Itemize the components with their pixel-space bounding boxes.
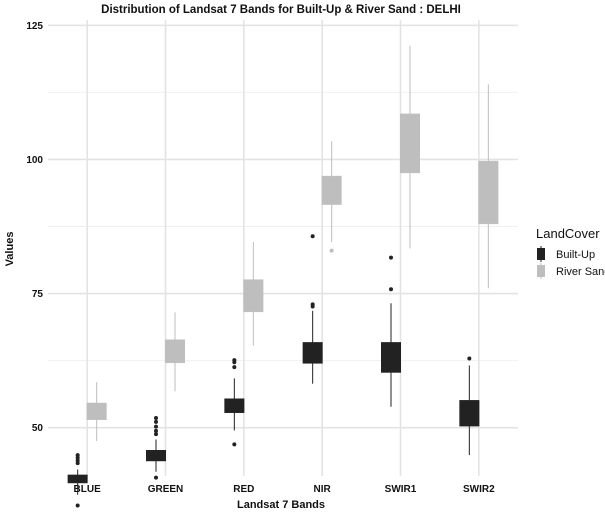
legend: LandCover Built-Up River Sand <box>536 226 605 279</box>
box <box>478 160 499 225</box>
box-built-up-red <box>224 358 245 447</box>
outlier-point <box>154 475 158 480</box>
legend-entry-river-sand: River Sand <box>537 263 605 279</box>
box <box>302 342 323 364</box>
outlier-point <box>75 453 80 458</box>
y-tick-label: 100 <box>26 155 43 166</box>
outlier-point <box>389 287 393 292</box>
box-built-up-blue <box>67 453 88 508</box>
x-axis-title: Landsat 7 Bands <box>237 499 325 511</box>
box-river-sand-nir <box>321 141 342 253</box>
x-axis-ticks: BLUE GREEN RED NIR SWIR1 SWIR2 <box>74 484 496 495</box>
outlier-point <box>389 255 393 260</box>
legend-label: Built-Up <box>556 249 595 261</box>
box <box>321 175 342 205</box>
outlier-point <box>232 365 237 370</box>
box-river-sand-swir2 <box>478 84 499 289</box>
legend-entry-built-up: Built-Up <box>537 246 595 262</box>
box-built-up-swir2 <box>459 356 480 456</box>
box-river-sand-green <box>165 312 185 392</box>
box-river-sand-swir1 <box>400 45 420 249</box>
outlier-point <box>154 419 158 424</box>
y-tick-label: 50 <box>32 423 44 434</box>
outlier-point <box>467 356 472 361</box>
box-built-up-swir1 <box>381 255 401 407</box>
legend-title: LandCover <box>536 226 600 241</box>
box-river-sand-red <box>243 242 264 346</box>
box <box>400 113 420 174</box>
box-built-up-green <box>146 416 166 480</box>
outlier-point <box>154 428 158 433</box>
outlier-point <box>154 416 158 421</box>
box <box>243 279 264 313</box>
y-tick-label: 75 <box>32 289 44 300</box>
box-river-sand-blue <box>86 382 107 442</box>
box <box>146 449 166 462</box>
outlier-point <box>329 248 334 253</box>
box <box>224 398 245 413</box>
outlier-point <box>154 432 158 437</box>
y-axis-title: Values <box>4 232 16 267</box>
outlier-point <box>154 424 158 429</box>
x-tick-label: SWIR2 <box>463 484 495 495</box>
outlier-point <box>232 358 237 363</box>
chart-title: Distribution of Landsat 7 Bands for Buil… <box>101 4 461 16</box>
x-tick-label: RED <box>233 484 254 495</box>
grid <box>48 20 518 476</box>
x-tick-label: BLUE <box>74 484 102 495</box>
box <box>381 342 401 373</box>
outlier-point <box>310 234 315 239</box>
outlier-point <box>232 442 237 447</box>
x-tick-label: GREEN <box>148 484 184 495</box>
outlier-point <box>75 503 80 508</box>
y-axis-ticks: 50 75 100 125 <box>26 21 43 434</box>
y-tick-label: 125 <box>26 21 43 32</box>
outlier-point <box>310 302 315 307</box>
box-built-up-nir <box>302 234 323 384</box>
x-tick-label: SWIR1 <box>385 484 417 495</box>
legend-label: River Sand <box>556 266 605 278</box>
x-tick-label: NIR <box>314 484 332 495</box>
box <box>459 400 480 427</box>
box-marks <box>67 45 499 508</box>
